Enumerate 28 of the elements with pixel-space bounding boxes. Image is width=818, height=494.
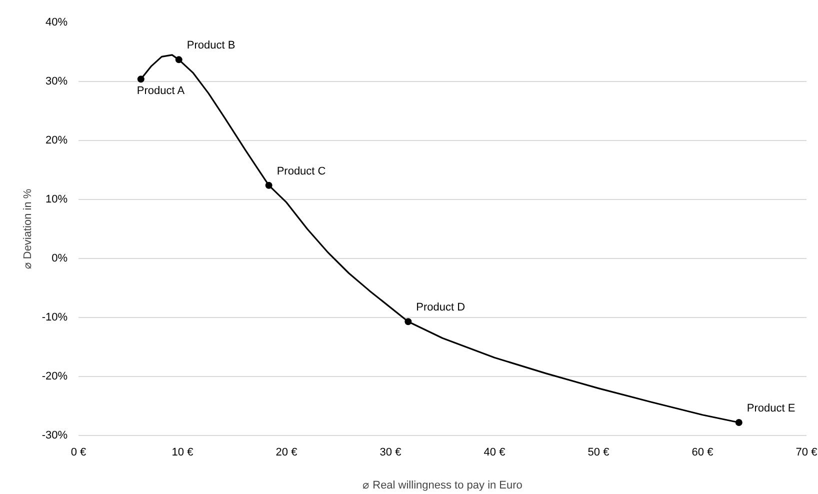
point: [404, 318, 412, 326]
y-tick-label: 0%: [52, 252, 68, 264]
x-tick-label: 70 €: [796, 446, 818, 458]
annotation: Product C: [276, 165, 326, 178]
x-tick-label: 10 €: [172, 446, 194, 458]
y-tick-label: 30%: [45, 76, 68, 88]
y-tick-label: -20%: [42, 370, 68, 382]
x-axis-title: ⌀ Real willingness to pay in Euro: [362, 480, 522, 492]
point: [137, 76, 144, 83]
x-tick-label: 0 €: [70, 446, 86, 458]
y-tick-label: 40%: [45, 16, 68, 28]
x-tick-label: 50 €: [588, 446, 610, 458]
point: [735, 419, 742, 426]
y-tick-label: -30%: [42, 430, 68, 442]
y-tick-label: 20%: [45, 134, 68, 146]
point: [265, 182, 272, 189]
annotation: Product D: [416, 302, 466, 314]
y-tick-label: -10%: [42, 312, 68, 324]
x-tick-label: 30 €: [380, 446, 402, 458]
y-tick-label: 10%: [45, 194, 68, 206]
y-axis-title: ⌀ Deviation in %: [22, 188, 34, 270]
annotation: Product E: [746, 402, 796, 415]
x-tick-label: 20 €: [276, 446, 298, 458]
x-tick-label: 60 €: [692, 446, 714, 458]
annotation: Product A: [136, 85, 186, 98]
x-tick-label: 40 €: [484, 446, 506, 458]
annotation: Product B: [186, 40, 236, 52]
point: [175, 56, 182, 64]
